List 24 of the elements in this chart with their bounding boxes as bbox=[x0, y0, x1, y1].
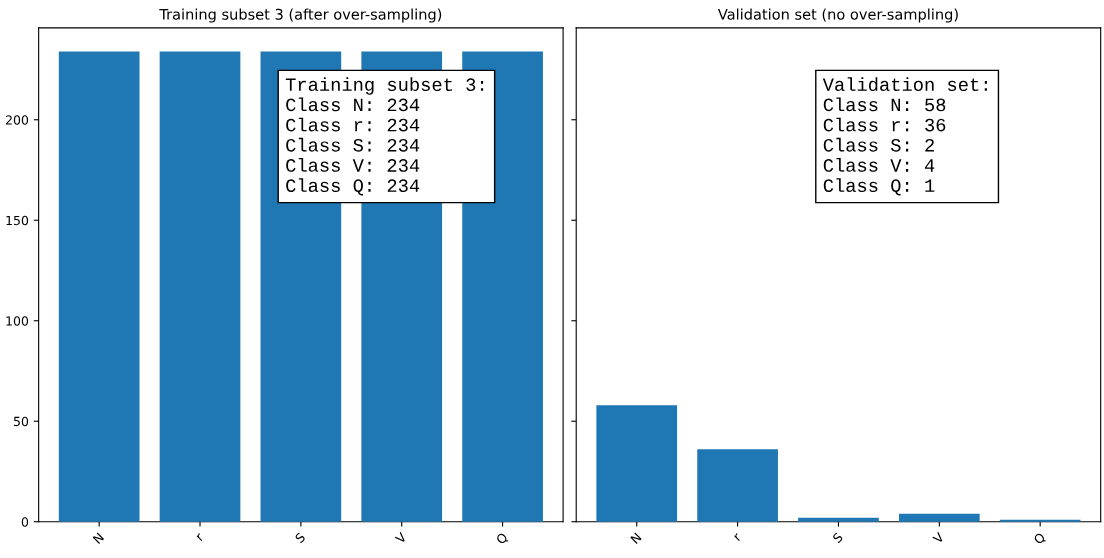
x-tick-label: V bbox=[932, 531, 945, 545]
x-tick-label: S bbox=[294, 532, 306, 544]
x-tick-label: N bbox=[92, 532, 105, 544]
bar bbox=[697, 449, 778, 522]
x-tick-label: r bbox=[734, 533, 742, 541]
y-tick-label: 150 bbox=[6, 215, 29, 226]
y-tick-label: 100 bbox=[6, 316, 29, 326]
x-tick-label: Q bbox=[495, 532, 510, 546]
x-tick-label: Q bbox=[1033, 532, 1047, 546]
y-tick-label: 50 bbox=[13, 416, 29, 427]
bar bbox=[596, 405, 678, 522]
x-tick-label: N bbox=[630, 532, 642, 544]
x-tick-label: S bbox=[832, 532, 844, 544]
annotation: Training subset 3: Class N: 234 Class r: 234 Class S: 234 Class V: 234 Class Q: 234 bbox=[285, 77, 484, 196]
bar bbox=[798, 517, 879, 522]
y-tick-label: 0 bbox=[21, 517, 29, 527]
x-tick-label: V bbox=[394, 531, 408, 545]
chart-title: Validation set (no over-sampling) bbox=[717, 8, 958, 23]
bar bbox=[898, 513, 980, 522]
x-tick-label: r bbox=[196, 533, 205, 541]
bar bbox=[999, 519, 1081, 522]
annotation: Validation set: Class N: 58 Class r: 36 Class S: 2 Class V: 4 Class Q: 1 bbox=[822, 77, 987, 196]
y-tick-label: 200 bbox=[5, 115, 29, 125]
chart-title: Training subset 3 (after over-sampling) bbox=[159, 8, 442, 23]
